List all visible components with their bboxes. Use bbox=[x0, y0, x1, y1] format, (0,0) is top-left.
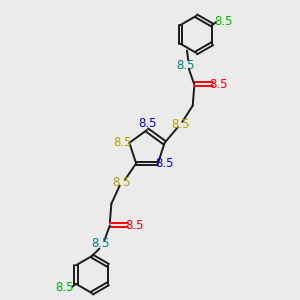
Text: 8.5: 8.5 bbox=[177, 59, 195, 72]
Text: 8.5: 8.5 bbox=[209, 78, 228, 91]
Text: 8.5: 8.5 bbox=[214, 15, 232, 28]
Text: 8.5: 8.5 bbox=[112, 176, 131, 189]
Text: 8.5: 8.5 bbox=[138, 117, 156, 130]
Text: 8.5: 8.5 bbox=[55, 281, 74, 294]
Text: 8.5: 8.5 bbox=[171, 118, 189, 131]
Text: 8.5: 8.5 bbox=[125, 219, 144, 232]
Text: 8.5: 8.5 bbox=[155, 157, 174, 170]
Text: 8.5: 8.5 bbox=[92, 237, 110, 250]
Text: 8.5: 8.5 bbox=[114, 136, 132, 149]
